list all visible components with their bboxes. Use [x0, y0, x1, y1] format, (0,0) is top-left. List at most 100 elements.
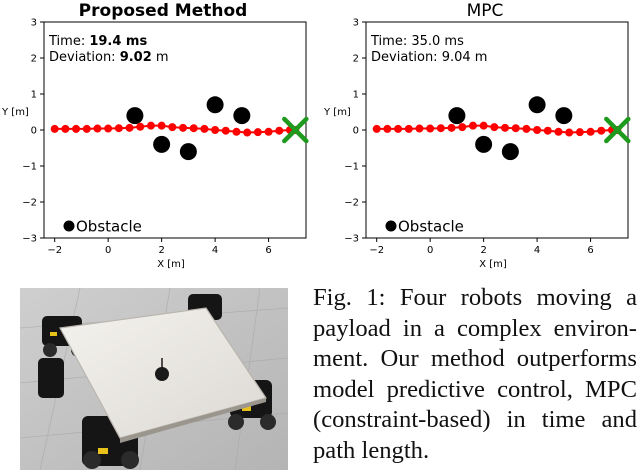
- c1-path-point: [404, 124, 413, 133]
- c1-path-point: [458, 123, 467, 132]
- c1-time-label: Time:: [370, 34, 411, 49]
- c0-obstacle-point: [179, 143, 197, 161]
- c1-path-point: [372, 124, 381, 133]
- c1-time-annotation: Time: 35.0 ms: [370, 34, 464, 49]
- c1-path-point: [415, 124, 424, 133]
- c1-path-point: [597, 126, 606, 135]
- c1-deviation-unit: m: [471, 50, 488, 65]
- c1-path-point: [394, 124, 403, 133]
- c0-path-point: [221, 126, 230, 135]
- c1-y-axis-label: Y [m]: [323, 107, 351, 118]
- c1-x-tick-label: 6: [587, 245, 593, 256]
- c0-path-point: [136, 122, 145, 131]
- c1-time-value: 35.0 ms: [411, 34, 464, 49]
- chart-mpc: MPC −2 0 2 4 6 −3 −2 −1 0 1 2 3 X [m] Y [m] Time: 35.0 …: [322, 0, 632, 276]
- c0-x-tick-label: 4: [212, 245, 218, 256]
- c0-path-point: [168, 123, 177, 132]
- c1-path-point: [447, 123, 456, 132]
- c1-goal-marker: [604, 116, 631, 144]
- c0-path-point: [253, 128, 262, 137]
- c1-path-point: [468, 121, 477, 130]
- c0-path-point: [157, 121, 166, 130]
- c0-deviation-annotation: Deviation: 9.02 m: [49, 50, 169, 65]
- c0-path-point: [189, 124, 198, 133]
- c1-deviation-label: Deviation:: [371, 50, 442, 65]
- c1-path-point: [543, 126, 552, 135]
- c1-path-point: [522, 124, 531, 133]
- c1-path-point: [586, 127, 595, 136]
- c0-y-tick-label: 0: [31, 126, 37, 137]
- c1-legend-marker: [385, 220, 397, 232]
- c0-path-point: [232, 127, 241, 136]
- c1-y-tick-label: 3: [353, 18, 359, 29]
- c0-x-tick-label: 2: [158, 245, 164, 256]
- c0-y-tick-label: 2: [31, 54, 37, 65]
- c1-obstacle-point: [475, 135, 493, 153]
- c0-deviation-unit: m: [152, 50, 169, 65]
- chart-mpc-svg: MPC −2 0 2 4 6 −3 −2 −1 0 1 2 3 X [m] Y [m] Time: 35.0 …: [323, 1, 631, 270]
- c0-deviation-label: Deviation:: [49, 50, 120, 65]
- c1-x-tick-label: 2: [480, 245, 486, 256]
- c0-y-tick-label: −1: [22, 162, 37, 173]
- c0-path-point: [275, 126, 284, 135]
- c0-path-point: [243, 128, 252, 137]
- c1-path-point: [426, 124, 435, 133]
- c0-path-point: [72, 124, 81, 133]
- c0-x-axis-label: X [m]: [157, 259, 185, 270]
- c0-path-point: [264, 127, 273, 136]
- c1-legend-label: Obstacle: [398, 218, 464, 236]
- c1-path-point: [479, 121, 488, 130]
- c1-y-tick-label: −2: [344, 198, 359, 209]
- c0-y-tick-label: −2: [22, 198, 37, 209]
- c0-goal-marker: [282, 116, 309, 144]
- c0-legend-label: Obstacle: [76, 218, 142, 236]
- c1-path-point: [490, 123, 499, 132]
- c1-y-tick-label: 1: [353, 90, 359, 101]
- c1-path-point: [501, 123, 510, 132]
- c0-obstacle-point: [206, 96, 224, 114]
- c1-path-point: [554, 127, 563, 136]
- c0-path-point: [146, 121, 155, 130]
- c1-obstacle-point: [528, 96, 546, 114]
- c0-title: Proposed Method: [79, 1, 248, 21]
- c1-x-axis-label: X [m]: [479, 259, 507, 270]
- c0-path-point: [114, 124, 123, 133]
- c0-path-point: [50, 124, 59, 133]
- c0-time-annotation: Time: 19.4 ms: [48, 34, 147, 49]
- c0-path-point: [125, 123, 134, 132]
- c1-obstacle-point: [555, 107, 573, 125]
- figure-caption: Fig. 1: Four robots moving a payload in …: [313, 284, 637, 464]
- c1-title: MPC: [467, 1, 504, 21]
- c0-deviation-value: 9.02: [120, 50, 152, 65]
- c1-obstacle-point: [501, 143, 519, 161]
- c0-obstacle-point: [233, 107, 251, 125]
- c0-path-point: [211, 126, 220, 134]
- c1-path-point: [565, 128, 574, 137]
- c1-path-point: [575, 128, 584, 137]
- c0-path-point: [104, 124, 113, 133]
- c1-path-point: [436, 124, 445, 133]
- c0-y-tick-label: −3: [22, 234, 37, 245]
- c0-time-label: Time:: [48, 34, 89, 49]
- robots-photo-illustration: [20, 288, 288, 470]
- c1-path-point: [511, 124, 520, 133]
- c0-x-tick-label: 6: [265, 245, 271, 256]
- c0-path-point: [61, 124, 70, 133]
- c1-x-tick-label: 0: [427, 245, 433, 256]
- c1-y-tick-label: −3: [344, 234, 359, 245]
- c1-x-tick-label: −2: [369, 245, 384, 256]
- c1-obstacle-point: [448, 107, 466, 125]
- c0-path-point: [82, 124, 91, 133]
- robots-payload-photo: [20, 288, 288, 470]
- chart-proposed-svg: Proposed Method −2 0 2 4 6 −3 −2 −1 0 1 2 3 X [m] Y [m…: [1, 1, 309, 270]
- c0-path-point: [200, 124, 209, 133]
- c1-y-tick-label: 2: [353, 54, 359, 65]
- c0-obstacle-point: [153, 135, 171, 153]
- c1-deviation-value: 9.04: [442, 50, 471, 65]
- c0-y-axis-label: Y [m]: [1, 107, 29, 118]
- c1-x-tick-label: 4: [534, 245, 540, 256]
- c0-path-point: [179, 123, 188, 132]
- c0-x-tick-label: 0: [105, 245, 111, 256]
- c1-y-tick-label: −1: [344, 162, 359, 173]
- c1-deviation-annotation: Deviation: 9.04 m: [371, 50, 487, 65]
